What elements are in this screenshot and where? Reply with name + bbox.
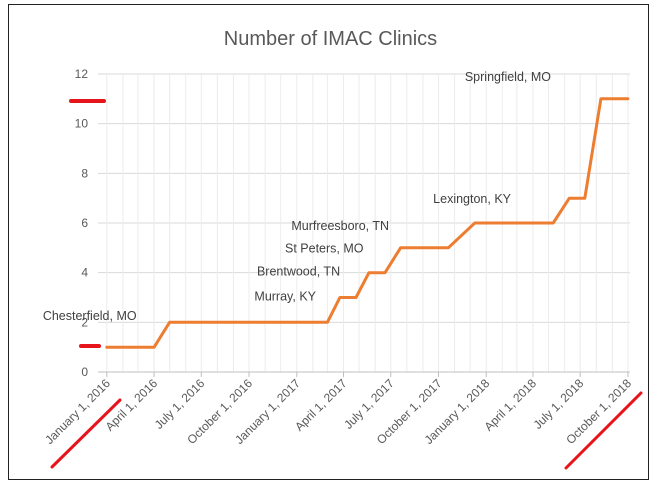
annotation-label: Springfield, MO <box>465 70 551 84</box>
annotation-label: Lexington, KY <box>433 192 511 206</box>
annotation-label: Chesterfield, MO <box>43 309 137 323</box>
y-tick-label: 0 <box>81 365 88 379</box>
chart-frame <box>8 4 649 480</box>
red-markup <box>50 99 643 470</box>
annotation-label: Brentwood, TN <box>257 265 340 279</box>
y-tick-label: 10 <box>75 117 89 131</box>
annotation-label: St Peters, MO <box>285 242 364 256</box>
series-line <box>105 97 630 349</box>
chart-title: Number of IMAC Clinics <box>223 28 438 50</box>
series-layer <box>105 97 630 349</box>
red-slash-mark <box>50 398 122 469</box>
y-tick-label: 12 <box>75 67 89 81</box>
red-slash-mark <box>564 391 643 470</box>
y-tick-label: 8 <box>81 166 88 180</box>
y-tick-label: 2 <box>81 315 88 329</box>
y-tick-label: 4 <box>81 266 88 280</box>
x-tick-label: January 1, 2016 <box>42 376 113 447</box>
annotations: Chesterfield, MO Murray, KY Brentwood, TN S… <box>43 70 551 323</box>
annotation-label: Murfreesboro, TN <box>291 219 389 233</box>
y-axis: 0 2 4 6 8 10 12 <box>75 67 89 379</box>
annotation-label: Murray, KY <box>254 289 316 303</box>
y-tick-label: 6 <box>81 216 88 230</box>
